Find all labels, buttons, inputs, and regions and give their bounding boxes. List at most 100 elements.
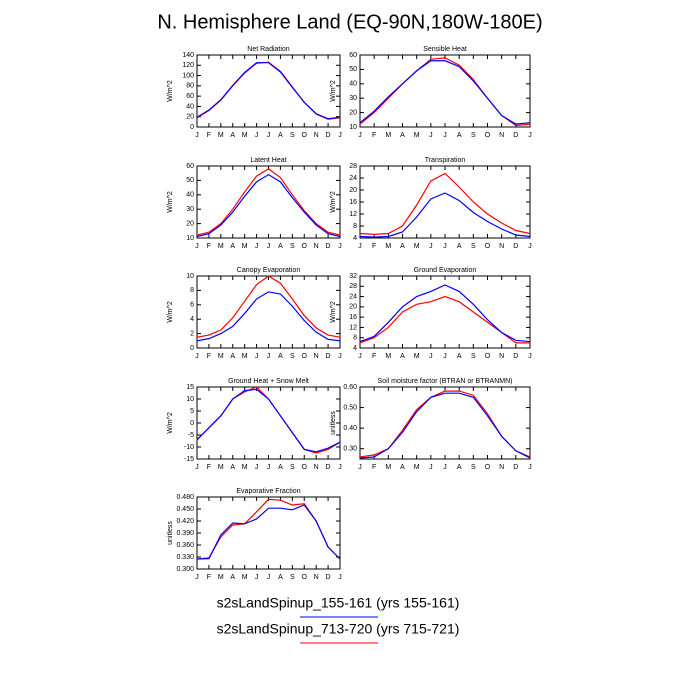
- x-tick-label: N: [314, 464, 319, 471]
- y-tick-label: 24: [349, 293, 357, 300]
- x-tick-label: J: [429, 353, 433, 360]
- x-tick-label: M: [218, 243, 224, 250]
- x-tick-label: N: [499, 132, 504, 139]
- panel-title: Ground Heat + Snow Melt: [228, 378, 309, 385]
- y-tick-label: 0.360: [176, 542, 194, 549]
- y-tick-label: 8: [190, 287, 194, 294]
- x-tick-label: J: [528, 353, 532, 360]
- y-tick-label: 140: [182, 52, 194, 59]
- x-tick-label: O: [302, 574, 308, 581]
- y-tick-label: -5: [188, 432, 194, 439]
- series-line: [359, 295, 530, 344]
- x-tick-label: A: [230, 574, 235, 581]
- x-tick-label: J: [338, 464, 342, 471]
- plot-frame: [359, 54, 531, 128]
- y-axis-label: W/m^2: [167, 80, 174, 102]
- y-axis-label: W/m^2: [167, 301, 174, 323]
- y-tick-label: 20: [186, 114, 194, 121]
- y-tick-label: 60: [186, 93, 194, 100]
- y-tick-label: 100: [182, 72, 194, 79]
- x-tick-label: A: [278, 132, 283, 139]
- x-tick-label: A: [230, 353, 235, 360]
- y-tick-label: 0.330: [176, 554, 194, 561]
- x-tick-label: M: [218, 574, 224, 581]
- x-tick-label: J: [195, 132, 199, 139]
- figure-title: N. Hemisphere Land (EQ-90N,180W-180E): [157, 11, 542, 33]
- y-tick-label: 12: [349, 324, 357, 331]
- y-tick-label: 12: [349, 211, 357, 218]
- x-tick-label: J: [358, 353, 362, 360]
- y-tick-label: 0: [190, 420, 194, 427]
- x-tick-label: D: [513, 132, 518, 139]
- x-tick-label: A: [400, 132, 405, 139]
- x-tick-label: J: [338, 243, 342, 250]
- x-tick-label: N: [314, 243, 319, 250]
- y-tick-label: 6: [190, 302, 194, 309]
- x-tick-label: F: [207, 464, 211, 471]
- plot-frame: [196, 386, 341, 460]
- y-axis-label: unitless: [167, 521, 174, 545]
- panel-title: Net Radiation: [247, 46, 290, 53]
- x-tick-label: S: [471, 243, 476, 250]
- plot-frame: [359, 386, 531, 460]
- x-tick-label: F: [372, 464, 376, 471]
- y-tick-label: 15: [186, 384, 194, 391]
- y-tick-label: 20: [349, 109, 357, 116]
- y-axis-label: W/m^2: [167, 412, 174, 434]
- y-tick-label: 40: [186, 192, 194, 199]
- y-tick-label: 0.40: [343, 425, 357, 432]
- y-tick-label: 32: [349, 273, 357, 280]
- y-tick-label: 28: [349, 163, 357, 170]
- x-tick-label: J: [338, 353, 342, 360]
- x-tick-label: A: [400, 464, 405, 471]
- y-tick-label: 30: [186, 206, 194, 213]
- x-tick-label: J: [443, 243, 447, 250]
- x-tick-label: M: [385, 464, 391, 471]
- x-tick-label: O: [302, 132, 308, 139]
- series-line: [196, 275, 341, 338]
- y-tick-label: 0.480: [176, 494, 194, 501]
- y-axis-label: W/m^2: [330, 301, 337, 323]
- x-tick-label: M: [414, 243, 420, 250]
- y-tick-label: 4: [353, 235, 357, 242]
- plot-frame: [359, 275, 531, 349]
- series-line: [359, 390, 531, 458]
- y-tick-label: 120: [182, 62, 194, 69]
- y-tick-label: 24: [349, 175, 357, 182]
- x-tick-label: O: [485, 464, 491, 471]
- legend-label: s2sLandSpinup_155-161 (yrs 155-161): [217, 595, 460, 611]
- x-tick-label: A: [457, 132, 462, 139]
- x-tick-label: S: [290, 132, 295, 139]
- x-tick-label: M: [242, 243, 248, 250]
- x-tick-label: J: [267, 243, 271, 250]
- x-tick-label: M: [414, 132, 420, 139]
- x-tick-label: D: [326, 243, 331, 250]
- x-tick-label: A: [278, 464, 283, 471]
- x-tick-label: N: [499, 353, 504, 360]
- y-axis-label: W/m^2: [167, 191, 174, 213]
- x-tick-label: F: [207, 243, 211, 250]
- series-line: [196, 388, 341, 453]
- x-tick-label: A: [278, 574, 283, 581]
- x-tick-label: A: [457, 353, 462, 360]
- x-tick-label: J: [528, 464, 532, 471]
- x-tick-label: A: [457, 243, 462, 250]
- y-tick-label: 10: [349, 124, 357, 131]
- series-line: [359, 57, 531, 127]
- x-tick-label: J: [195, 353, 199, 360]
- legend-label: s2sLandSpinup_713-720 (yrs 715-721): [217, 621, 460, 637]
- series-line: [196, 504, 341, 560]
- x-tick-label: D: [326, 132, 331, 139]
- y-tick-label: 16: [349, 199, 357, 206]
- panel-title: Canopy Evaporation: [237, 267, 301, 274]
- x-tick-label: F: [372, 132, 376, 139]
- series-line: [359, 192, 531, 238]
- y-tick-label: 30: [349, 95, 357, 102]
- x-tick-label: A: [457, 464, 462, 471]
- y-tick-label: 0.420: [176, 518, 194, 525]
- x-tick-label: N: [314, 574, 319, 581]
- x-tick-label: F: [207, 574, 211, 581]
- x-tick-label: J: [528, 243, 532, 250]
- x-tick-label: J: [267, 353, 271, 360]
- x-tick-label: J: [338, 132, 342, 139]
